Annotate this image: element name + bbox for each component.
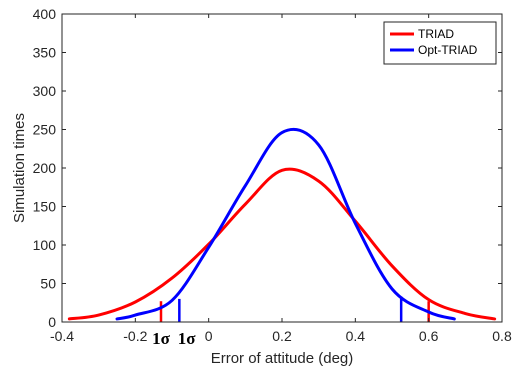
y-tick-label: 400 <box>33 6 57 22</box>
legend: TRIAD Opt-TRIAD <box>383 21 497 65</box>
x-axis-ticks: -0.4 -0.2 0 0.2 0.4 0.6 0.8 <box>50 14 512 344</box>
y-tick-label: 0 <box>48 314 56 330</box>
y-tick-label: 100 <box>33 237 57 253</box>
legend-box <box>383 21 497 65</box>
y-tick-label: 150 <box>33 199 57 215</box>
x-tick-label: 0.2 <box>272 328 292 344</box>
x-tick-label: 0.4 <box>346 328 366 344</box>
y-tick-label: 50 <box>40 276 56 292</box>
legend-label: Opt-TRIAD <box>418 43 478 57</box>
x-tick-label: 0 <box>205 328 213 344</box>
y-tick-label: 300 <box>33 83 57 99</box>
x-tick-label: -0.2 <box>123 328 147 344</box>
y-axis-label: Simulation times <box>11 113 28 223</box>
y-axis-ticks: 0 50 100 150 200 250 300 350 400 <box>33 6 502 330</box>
x-axis-label: Error of attitude (deg) <box>211 350 354 367</box>
sigma-annotation: 1σ <box>178 329 197 348</box>
annotations: 1σ 1σ <box>152 329 196 348</box>
x-tick-label: -0.4 <box>50 328 74 344</box>
series-layer <box>67 127 497 321</box>
sigma-annotation: 1σ <box>152 329 171 348</box>
legend-label: TRIAD <box>418 27 454 41</box>
y-tick-label: 350 <box>33 45 57 61</box>
y-tick-label: 200 <box>33 160 57 176</box>
series-line-opt-triad <box>115 127 456 321</box>
x-tick-label: 0.6 <box>419 328 439 344</box>
x-tick-label: 0.8 <box>492 328 512 344</box>
y-tick-label: 250 <box>33 122 57 138</box>
series-line-triad <box>67 167 497 321</box>
